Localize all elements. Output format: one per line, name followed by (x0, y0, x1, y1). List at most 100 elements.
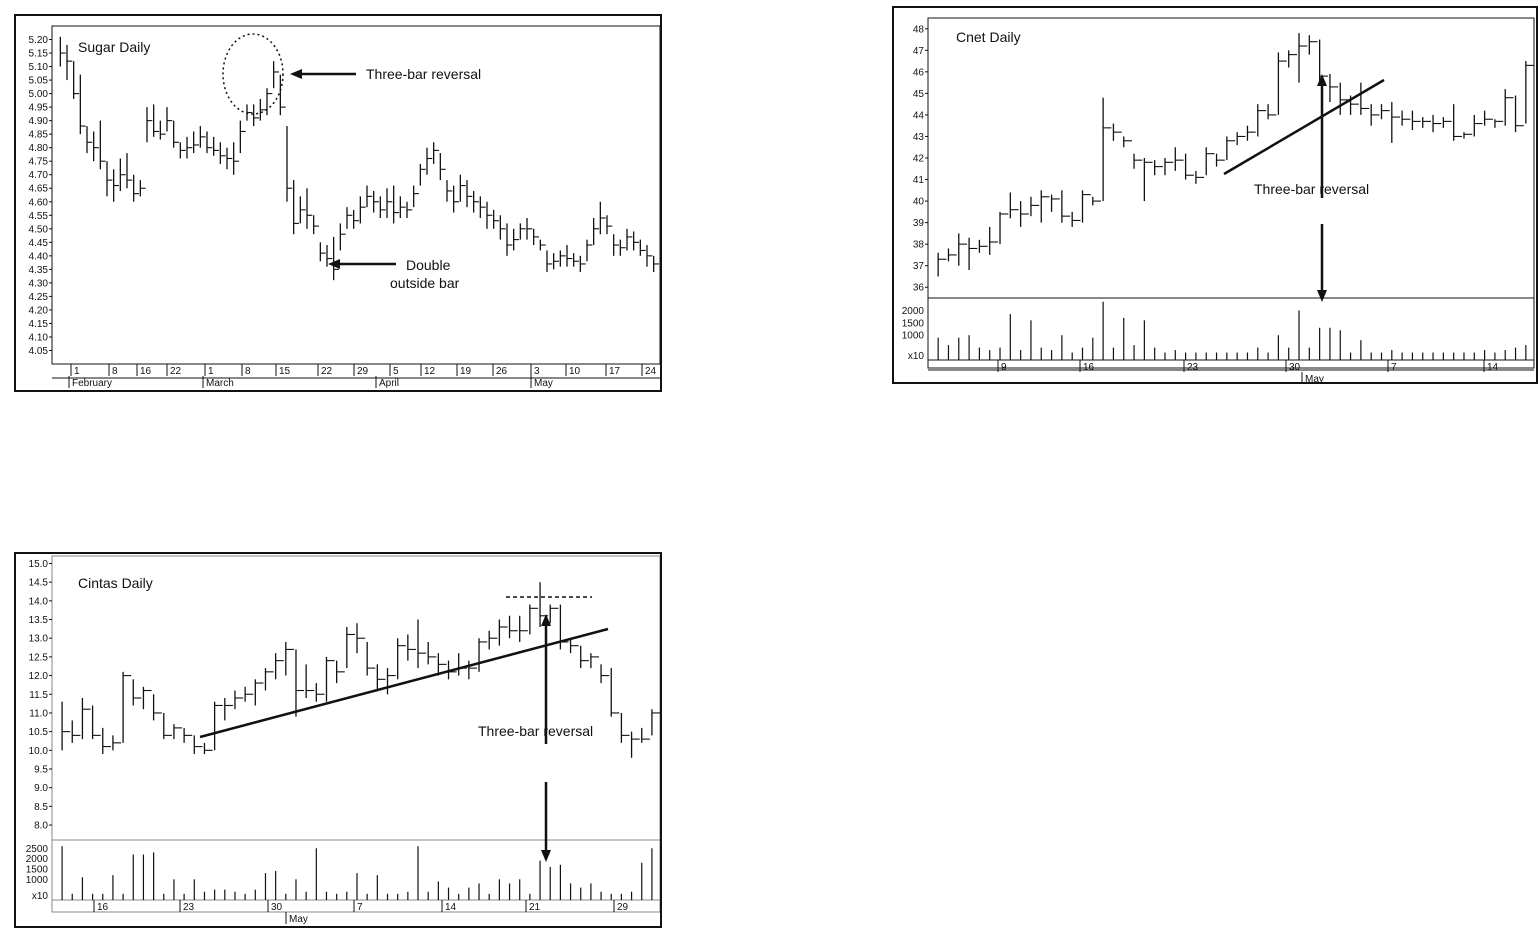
price-bar (173, 724, 183, 740)
price-bar (610, 668, 620, 717)
y-tick-label: 13.0 (29, 634, 49, 645)
sugar-title: Sugar Daily (78, 39, 150, 55)
price-bar (600, 664, 610, 684)
y-tick-label: 14.5 (29, 578, 49, 589)
price-bar (139, 180, 146, 197)
price-bar (376, 664, 386, 691)
price-bar (86, 126, 93, 154)
y-tick-label: 8.0 (34, 821, 48, 832)
price-bar (203, 742, 213, 755)
sugar-chart: 5.20 5.15 5.10 5.05 5.00 4.95 4.90 4.85 4.80 4.75… (29, 25, 660, 389)
price-bar (1298, 33, 1308, 83)
y-tick-label: 4.25 (29, 292, 49, 303)
y-tick-label: 8.5 (34, 802, 48, 813)
y-tick-label: 4.45 (29, 238, 49, 249)
price-bar (1009, 192, 1019, 219)
price-bar (1494, 119, 1504, 128)
y-tick-label: 5.15 (29, 49, 49, 60)
price-bar (406, 201, 413, 218)
sugar-chart-panel: 5.20 5.15 5.10 5.05 5.00 4.95 4.90 4.85 4.80 4.75… (14, 14, 662, 392)
x-day-label: 16 (1083, 362, 1095, 373)
price-bar (1040, 190, 1050, 223)
price-bar (989, 226, 998, 255)
price-bar (486, 201, 493, 229)
y-tick-label: 4.10 (29, 332, 49, 343)
y-tick-label: 4.90 (29, 116, 49, 127)
price-bar (549, 604, 559, 624)
y-tick-label: 43 (913, 132, 925, 143)
price-bar (499, 215, 506, 240)
price-bar (539, 582, 549, 627)
price-bar (1143, 158, 1153, 202)
x-month-label: April (379, 378, 399, 389)
volume-tick-label: 2000 (26, 854, 49, 865)
price-bar (333, 236, 339, 281)
y-tick-label: 4.40 (29, 251, 49, 262)
price-bar (641, 727, 650, 743)
price-bar (366, 641, 376, 676)
price-bar (559, 250, 566, 267)
x-day-label: 30 (271, 902, 283, 913)
price-bar (1184, 153, 1194, 180)
price-bar (146, 107, 153, 143)
price-bar (1514, 95, 1524, 133)
price-bar (468, 660, 477, 680)
price-bar (113, 169, 119, 202)
x-day-label: 7 (357, 902, 363, 913)
price-bar (513, 228, 519, 251)
price-bar (1019, 201, 1029, 227)
price-bar (279, 74, 286, 116)
price-bar (639, 239, 646, 256)
price-bar (968, 237, 978, 270)
price-bar (346, 207, 353, 229)
price-bar (1391, 102, 1401, 143)
price-bar (366, 185, 373, 208)
price-bar (102, 727, 111, 755)
x-day-label: 9 (1001, 362, 1007, 373)
price-bar (71, 720, 81, 743)
x-month-label: May (534, 378, 553, 389)
price-bar (386, 668, 396, 695)
price-bar (397, 638, 406, 680)
y-tick-label: 46 (913, 67, 925, 78)
price-bar (1483, 110, 1493, 126)
price-bar (163, 712, 172, 740)
price-bar (958, 233, 968, 266)
price-bar (1525, 61, 1535, 124)
price-bar (630, 731, 640, 758)
y-tick-label: 4.15 (29, 319, 49, 330)
price-bar (479, 196, 486, 218)
x-day-label: 19 (460, 366, 472, 377)
price-bar (1442, 117, 1452, 128)
y-tick-label: 4.95 (29, 103, 49, 114)
cintas-title: Cintas Daily (78, 575, 153, 591)
price-bar (1174, 147, 1184, 171)
price-bar (1267, 104, 1277, 120)
price-bar (526, 217, 533, 240)
y-tick-label: 4.35 (29, 265, 49, 276)
volume-tick-label: 1000 (902, 331, 925, 342)
x-day-label: 17 (609, 366, 621, 377)
price-bar (433, 142, 439, 164)
price-bar (1092, 196, 1102, 206)
price-bar (1257, 104, 1267, 137)
cintas-chart: 15.0 14.5 14.0 13.5 13.0 12.5 12.0 11.5 11.0 10.5… (26, 555, 660, 925)
price-bar (458, 653, 467, 676)
y-tick-label: 44 (913, 110, 925, 121)
reversal-circle (222, 33, 284, 115)
price-bar (325, 656, 335, 702)
price-bar (599, 201, 606, 235)
price-bar (1112, 123, 1122, 141)
price-bar (606, 215, 613, 235)
price-bar (319, 242, 326, 262)
y-tick-label: 39 (913, 218, 925, 229)
cintas-trendline (199, 627, 609, 739)
cnet-annotation: Three-bar reversal (1254, 181, 1369, 197)
price-bar (206, 131, 213, 154)
y-tick-label: 11.0 (29, 708, 48, 719)
y-tick-label: 4.60 (29, 197, 49, 208)
y-tick-label: 37 (913, 261, 925, 272)
y-tick-label: 9.5 (34, 765, 48, 776)
price-bar (234, 690, 244, 710)
